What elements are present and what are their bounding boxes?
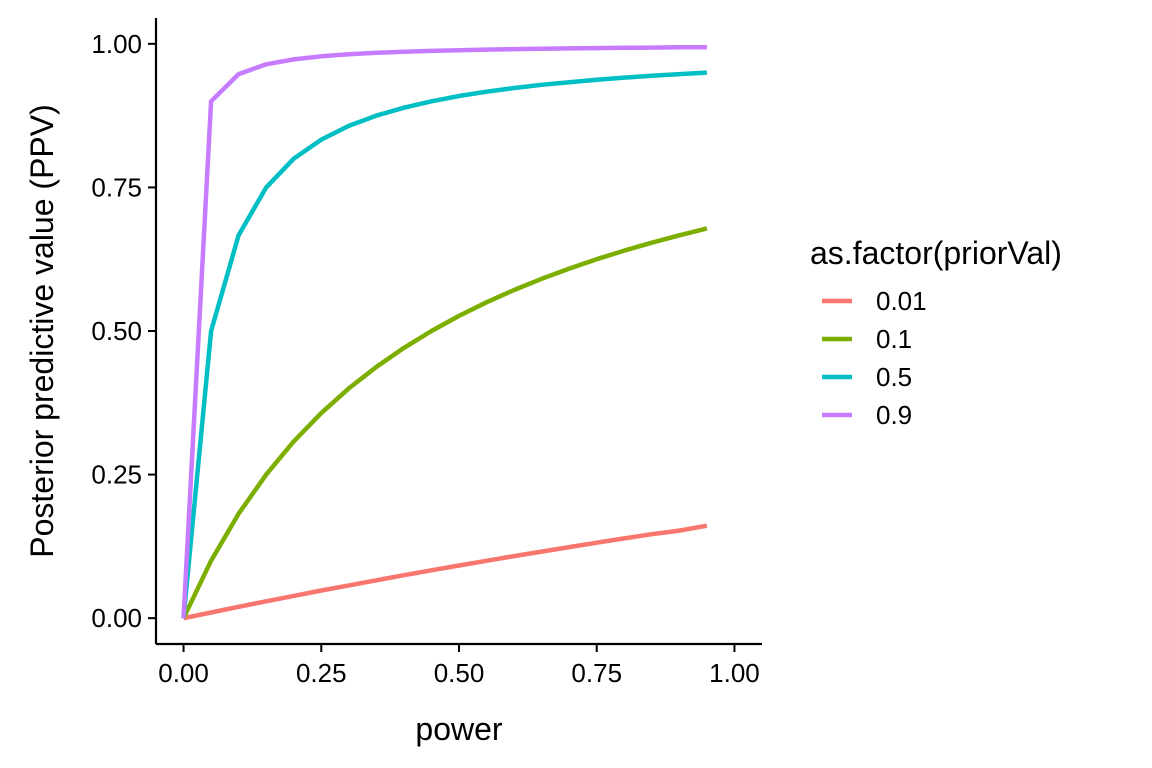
x-tick-label: 0.25 [296, 658, 347, 688]
legend-label: 0.1 [876, 324, 912, 354]
series-lines [181, 44, 708, 621]
legend-title: as.factor(priorVal) [810, 235, 1062, 271]
y-tick-label: 1.00 [91, 29, 142, 59]
x-tick-label: 1.00 [709, 658, 760, 688]
y-tick-label: 0.75 [91, 172, 142, 202]
legend-item: 0.5 [822, 362, 912, 392]
y-tick-label: 0.00 [91, 603, 142, 633]
legend-item: 0.9 [822, 400, 912, 430]
y-tick-label: 0.25 [91, 460, 142, 490]
series-line-0.1 [181, 226, 708, 620]
x-axis-title: power [415, 711, 503, 747]
x-tick-label: 0.00 [158, 658, 209, 688]
legend-label: 0.9 [876, 400, 912, 430]
series-line-0.9 [181, 44, 707, 619]
legend-label: 0.5 [876, 362, 912, 392]
x-tick-label: 0.75 [571, 658, 622, 688]
y-axis-title: Posterior predictive value (PPV) [24, 104, 60, 558]
legend-item: 0.1 [822, 324, 912, 354]
x-tick-label: 0.50 [434, 658, 485, 688]
series-line-0.01 [183, 523, 708, 621]
legend-label: 0.01 [876, 286, 927, 316]
legend: as.factor(priorVal) 0.01 0.1 0.5 0.9 [810, 235, 1062, 430]
series-line-0.5 [181, 70, 708, 619]
legend-item: 0.01 [822, 286, 927, 316]
y-tick-label: 0.50 [91, 316, 142, 346]
